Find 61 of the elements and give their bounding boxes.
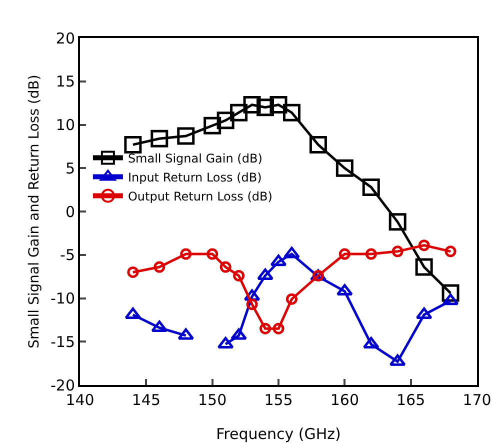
point — [216, 112, 234, 130]
point — [256, 98, 274, 116]
point — [243, 96, 261, 114]
point — [309, 136, 327, 154]
legend-label: Small Signal Gain (dB) — [128, 151, 262, 166]
point — [362, 336, 380, 348]
point — [442, 294, 459, 306]
point — [365, 248, 377, 260]
legend-label: Input Return Loss (dB) — [128, 170, 262, 184]
point — [127, 266, 139, 278]
x-tick-label: 150 — [198, 391, 227, 409]
y-axis-title: Small Signal Gain and Return Loss (dB) — [26, 74, 43, 348]
point — [220, 261, 232, 273]
point — [124, 307, 142, 319]
point — [230, 328, 247, 340]
point — [270, 96, 288, 114]
point — [206, 248, 218, 260]
point — [416, 307, 432, 319]
point — [154, 261, 166, 273]
point — [336, 284, 353, 296]
point — [282, 104, 300, 122]
y-tick-label: -15 — [50, 332, 75, 351]
x-axis-title: Frequency (GHz) — [216, 425, 341, 443]
point — [204, 116, 222, 134]
point — [180, 248, 192, 260]
x-tick-label: 145 — [132, 391, 160, 409]
point — [362, 178, 380, 196]
point — [338, 248, 350, 260]
y-tick-label: -10 — [50, 290, 75, 308]
point — [150, 130, 168, 148]
point — [270, 254, 287, 266]
point — [418, 240, 430, 252]
point — [286, 293, 298, 305]
point — [177, 127, 195, 145]
y-tick-label: 10 — [56, 116, 75, 134]
x-tick-label: 165 — [396, 391, 426, 409]
point — [246, 298, 258, 310]
point — [178, 328, 194, 340]
y-tick-label: 20 — [56, 29, 75, 48]
y-tick-label: 0 — [65, 202, 75, 221]
point — [124, 136, 142, 154]
point — [284, 246, 300, 258]
x-tick-label: 160 — [330, 391, 359, 409]
point — [260, 322, 272, 334]
point — [389, 354, 406, 366]
y-tick-label: 15 — [56, 72, 75, 91]
point — [388, 213, 406, 231]
point — [272, 322, 284, 334]
y-tick-label: -5 — [60, 246, 75, 264]
x-tick-label: 170 — [462, 391, 492, 409]
point — [415, 258, 433, 276]
point — [230, 104, 248, 122]
point — [392, 246, 404, 258]
legend-label: Output Return Loss (dB) — [128, 189, 272, 204]
point — [257, 268, 274, 280]
point — [444, 246, 456, 258]
point — [217, 336, 234, 348]
y-tick-label: 5 — [65, 159, 75, 178]
x-tick-label: 155 — [264, 391, 293, 409]
point — [336, 159, 354, 177]
point — [233, 270, 245, 282]
